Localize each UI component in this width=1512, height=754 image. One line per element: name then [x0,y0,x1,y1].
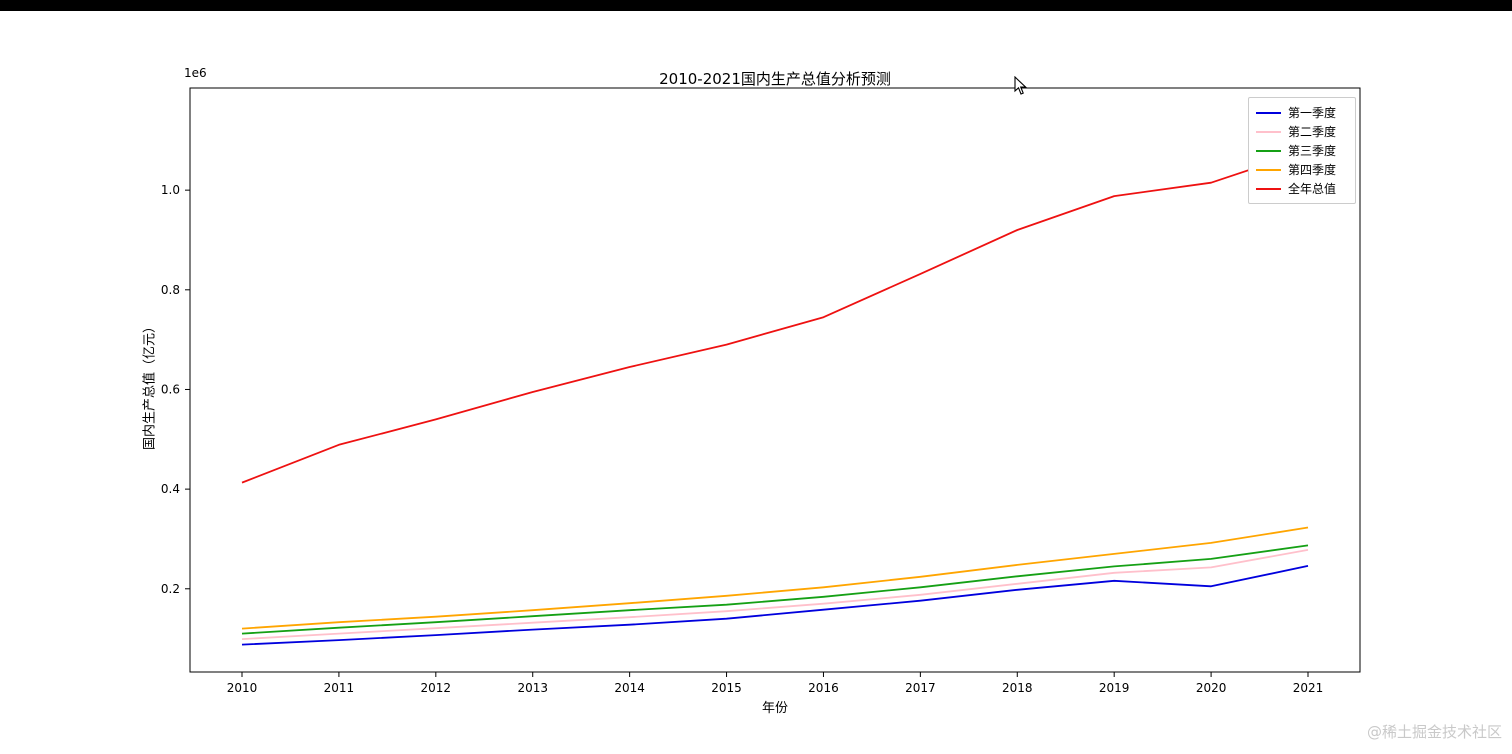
series-line-第三季度 [241,544,1309,635]
legend-swatch [1256,149,1281,152]
x-tick-label: 2017 [905,681,936,695]
legend-swatch [1256,168,1281,171]
x-tick-label: 2018 [1002,681,1033,695]
legend: 第一季度第二季度第三季度第四季度全年总值 [1248,97,1356,204]
y-tick-label: 0.6 [161,382,180,396]
legend-item: 第二季度 [1256,122,1347,141]
plot-area [189,87,1361,673]
legend-item: 第一季度 [1256,103,1347,122]
legend-label: 第四季度 [1288,163,1337,177]
legend-item: 全年总值 [1256,179,1347,198]
x-tick-label: 2013 [517,681,548,695]
legend-item: 第三季度 [1256,141,1347,160]
x-tick-label: 2016 [808,681,839,695]
series-line-第一季度 [241,565,1309,646]
x-tick-label: 2020 [1196,681,1227,695]
y-tick-label: 0.2 [161,582,180,596]
x-tick-label: 2019 [1099,681,1130,695]
y-tick-label: 0.4 [161,482,180,496]
x-tick-label: 2011 [324,681,355,695]
series-line-第二季度 [241,549,1309,640]
x-tick-label: 2012 [421,681,452,695]
x-tick-label: 2015 [711,681,742,695]
x-tick-label: 2010 [227,681,258,695]
y-axis-label: 国内生产总值（亿元） [142,319,158,451]
legend-item: 第四季度 [1256,160,1347,179]
y-tick-label: 1.0 [161,183,180,197]
x-tick-label: 2021 [1293,681,1324,695]
chart-title: 2010-2021国内生产总值分析预测 [659,70,891,88]
legend-label: 全年总值 [1288,182,1337,196]
series-line-全年总值 [241,149,1309,484]
y-tick-label: 0.8 [161,283,180,297]
watermark: @稀土掘金技术社区 [1366,723,1502,741]
legend-label: 第二季度 [1288,125,1337,139]
mouse-cursor-icon [1014,76,1027,95]
series-line-第四季度 [241,526,1309,630]
legend-label: 第一季度 [1288,106,1337,120]
window-top-bar [0,0,1512,11]
x-tick-label: 2014 [614,681,645,695]
legend-label: 第三季度 [1288,144,1337,158]
legend-swatch [1256,187,1281,190]
x-axis-label: 年份 [761,701,789,716]
y-axis-offset-label: 1e6 [184,66,207,80]
legend-swatch [1256,130,1281,133]
legend-swatch [1256,111,1281,114]
